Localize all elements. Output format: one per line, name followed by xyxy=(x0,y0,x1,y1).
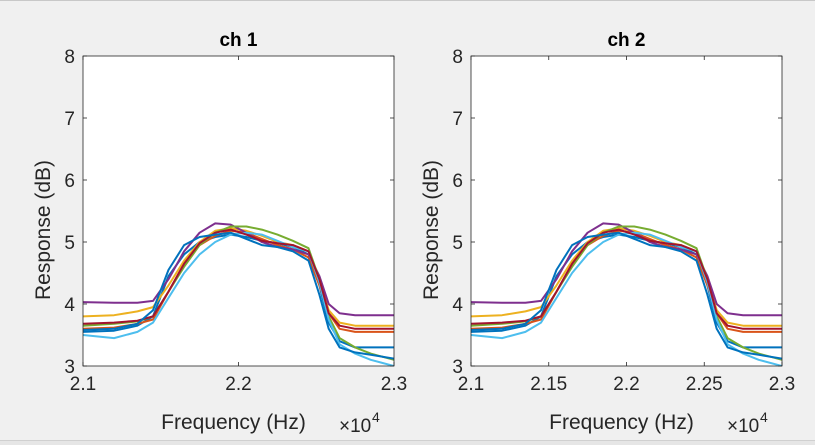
y-tick-label: 6 xyxy=(64,171,75,192)
y-tick-label: 3 xyxy=(64,357,75,378)
y-tick-label: 8 xyxy=(452,47,463,68)
chart-title: ch 1 xyxy=(219,30,257,51)
y-tick-label: 3 xyxy=(452,357,463,378)
series-line xyxy=(83,231,394,366)
plot-area xyxy=(83,56,394,366)
y-tick-label: 8 xyxy=(64,47,75,68)
y-tick-label: 4 xyxy=(452,295,463,316)
y-tick-label: 5 xyxy=(64,233,75,254)
chart-ch2[interactable]: 3 4 5 6 7 8 2.1 2.15 2.2 2.25 2.3 ch 2 Frequency (Hz… xyxy=(420,30,795,437)
window-bottom-border xyxy=(0,440,815,445)
x-exponent-power: 4 xyxy=(372,409,380,425)
series-group xyxy=(83,222,394,366)
series-line xyxy=(471,231,782,366)
series-line xyxy=(471,229,782,333)
series-line xyxy=(471,228,782,330)
x-exponent-power: 4 xyxy=(760,409,768,425)
y-axis-label: Response (dB) xyxy=(420,160,443,300)
x-tick-label: 2.25 xyxy=(686,374,723,395)
series-group xyxy=(471,222,782,366)
x-tick-label: 2.2 xyxy=(613,374,639,395)
x-tick-label: 2.3 xyxy=(381,374,407,395)
chart-title: ch 2 xyxy=(607,30,645,51)
x-tick-label: 2.1 xyxy=(458,374,484,395)
y-tick-label: 7 xyxy=(64,109,75,130)
series-line xyxy=(83,229,394,333)
series-line xyxy=(83,231,394,360)
x-tick-label: 2.2 xyxy=(225,374,251,395)
y-axis-label: Response (dB) xyxy=(32,160,55,300)
y-tick-label: 7 xyxy=(452,109,463,130)
x-axis-label: Frequency (Hz) xyxy=(161,411,306,434)
x-tick-label: 2.3 xyxy=(769,374,795,395)
x-axis-label: Frequency (Hz) xyxy=(549,411,694,434)
series-line xyxy=(83,228,394,330)
x-exponent-label: ×10 xyxy=(727,416,759,437)
y-tick-label: 5 xyxy=(452,233,463,254)
x-tick-label: 2.15 xyxy=(530,374,567,395)
x-tick-label: 2.1 xyxy=(70,374,96,395)
y-tick-label: 6 xyxy=(452,171,463,192)
plot-area xyxy=(471,56,782,366)
x-exponent-label: ×10 xyxy=(339,416,371,437)
window-top-border xyxy=(0,0,815,1)
y-tick-label: 4 xyxy=(64,295,75,316)
series-line xyxy=(471,231,782,360)
